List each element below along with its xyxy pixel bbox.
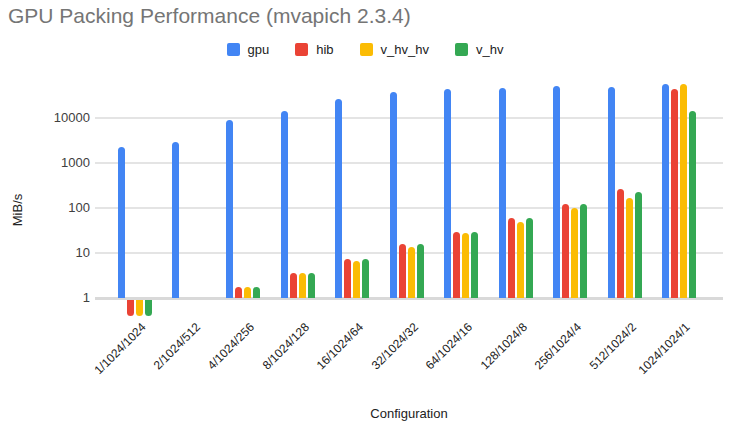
x-tick-label: 64/1024/16: [423, 320, 475, 372]
bar-v_hv_hv-4/1024/256[interactable]: [244, 287, 251, 298]
bar-gpu-2/1024/512[interactable]: [172, 142, 179, 298]
y-tick-label-1: 1: [20, 290, 90, 305]
bar-hib-256/1024/4[interactable]: [562, 204, 569, 298]
y-tick-label-100: 100: [20, 200, 90, 215]
bar-v_hv-4/1024/256[interactable]: [253, 287, 260, 298]
x-tick-label: 512/1024/2: [586, 320, 638, 372]
bar-gpu-64/1024/16[interactable]: [444, 89, 451, 298]
bar-v_hv_hv-8/1024/128[interactable]: [299, 273, 306, 298]
bar-v_hv_hv-512/1024/2[interactable]: [626, 198, 633, 298]
gridline-10000: [95, 117, 723, 119]
x-axis-title: Configuration: [370, 406, 447, 421]
bar-hib-128/1024/8[interactable]: [508, 218, 515, 298]
bar-v_hv-8/1024/128[interactable]: [308, 273, 315, 298]
bar-v_hv_hv-16/1024/64[interactable]: [353, 261, 360, 298]
plot-area: 1 10 100 1000 10000 1/1024/10242/1024/5124/10…: [0, 0, 730, 430]
bar-v_hv_hv-1024/1024/1[interactable]: [680, 84, 687, 298]
x-tick-label: 32/1024/32: [368, 320, 420, 372]
x-tick-label: 128/1024/8: [477, 320, 529, 372]
bar-hib-4/1024/256[interactable]: [235, 287, 242, 298]
bar-hib-16/1024/64[interactable]: [344, 259, 351, 298]
bar-v_hv_hv-32/1024/32[interactable]: [408, 247, 415, 298]
y-tick-label-10000: 10000: [20, 110, 90, 125]
bar-v_hv-16/1024/64[interactable]: [362, 259, 369, 298]
bar-v_hv-64/1024/16[interactable]: [471, 232, 478, 298]
bar-v_hv_hv-128/1024/8[interactable]: [517, 222, 524, 298]
bar-hib-8/1024/128[interactable]: [290, 273, 297, 298]
bar-v_hv-32/1024/32[interactable]: [417, 244, 424, 298]
x-tick-label: 1024/1024/1: [636, 320, 693, 377]
bar-hib-1/1024/1024[interactable]: [127, 300, 134, 316]
bar-hib-1024/1024/1[interactable]: [671, 89, 678, 298]
bar-gpu-128/1024/8[interactable]: [499, 88, 506, 298]
bar-v_hv_hv-256/1024/4[interactable]: [571, 208, 578, 298]
y-tick-label-10: 10: [20, 245, 90, 260]
bar-v_hv-1/1024/1024[interactable]: [145, 300, 152, 316]
bar-gpu-16/1024/64[interactable]: [335, 99, 342, 298]
bar-gpu-1/1024/1024[interactable]: [118, 147, 125, 298]
bar-hib-512/1024/2[interactable]: [617, 189, 624, 298]
y-tick-label-1000: 1000: [20, 155, 90, 170]
bar-gpu-1024/1024/1[interactable]: [662, 84, 669, 298]
x-tick-label: 1/1024/1024: [91, 320, 148, 377]
bar-v_hv_hv-64/1024/16[interactable]: [462, 233, 469, 298]
x-tick-label: 8/1024/128: [259, 320, 311, 372]
bar-gpu-32/1024/32[interactable]: [390, 92, 397, 298]
x-tick-label: 16/1024/64: [314, 320, 366, 372]
bar-gpu-512/1024/2[interactable]: [608, 87, 615, 298]
y-axis-title: MiB/s: [10, 194, 25, 227]
gridline-1000: [95, 162, 723, 164]
bar-v_hv-512/1024/2[interactable]: [635, 192, 642, 298]
bar-v_hv-128/1024/8[interactable]: [526, 218, 533, 298]
bar-gpu-256/1024/4[interactable]: [553, 86, 560, 298]
bar-v_hv_hv-1/1024/1024[interactable]: [136, 300, 143, 316]
bar-hib-64/1024/16[interactable]: [453, 232, 460, 298]
x-tick-label: 256/1024/4: [532, 320, 584, 372]
x-tick-label: 2/1024/512: [151, 320, 203, 372]
bar-v_hv-1024/1024/1[interactable]: [689, 111, 696, 298]
bar-gpu-8/1024/128[interactable]: [281, 111, 288, 298]
bar-gpu-4/1024/256[interactable]: [226, 120, 233, 298]
chart: GPU Packing Performance (mvapich 2.3.4) …: [0, 0, 730, 430]
bar-hib-32/1024/32[interactable]: [399, 244, 406, 298]
x-tick-label: 4/1024/256: [205, 320, 257, 372]
bar-v_hv-256/1024/4[interactable]: [580, 204, 587, 298]
